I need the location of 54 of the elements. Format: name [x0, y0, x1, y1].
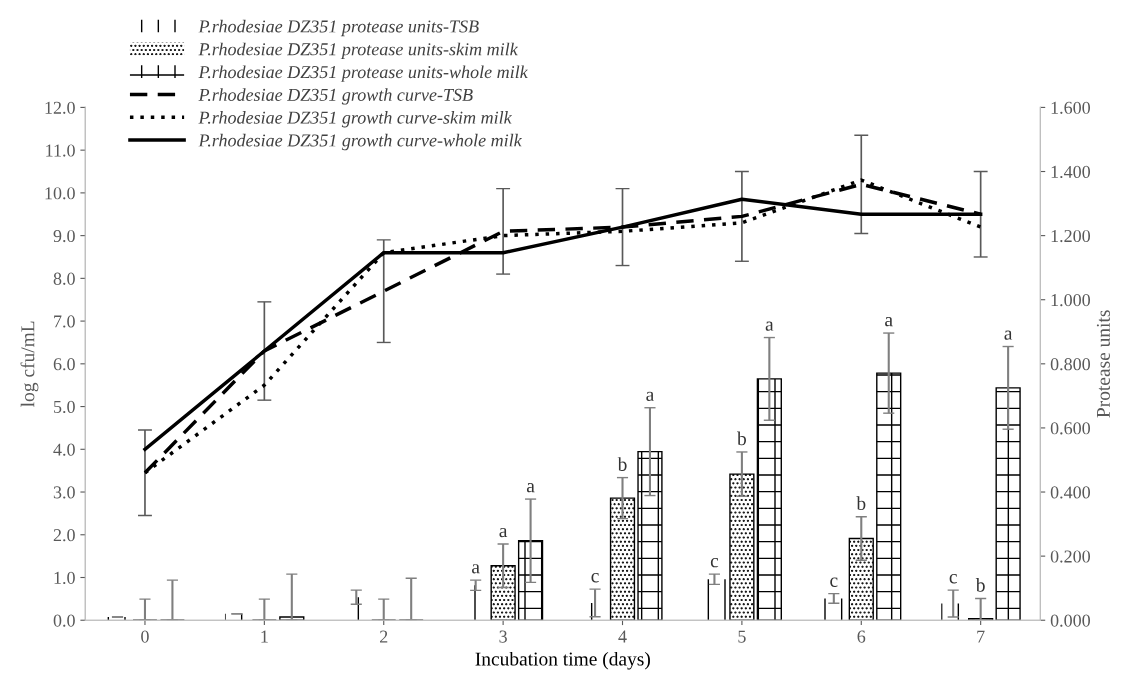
data-label: a	[885, 317, 893, 327]
x-tick-label: 2	[380, 630, 388, 643]
y2-tick-label: 0.000	[1050, 614, 1091, 627]
x-tick-label: 7	[977, 630, 985, 643]
y-tick-label: 10.0	[45, 187, 75, 200]
y2-tick-label: 0.200	[1050, 550, 1091, 563]
y-tick-label: 0.0	[53, 614, 75, 627]
legend-label: P.rhodesiae DZ351 growth curve-skim milk	[198, 111, 512, 128]
legend-label: P.rhodesiae DZ351 protease units-whole milk	[198, 65, 528, 82]
x-tick-label: 6	[857, 630, 866, 643]
data-label: a	[646, 391, 655, 402]
y-tick-label: 11.0	[46, 144, 75, 157]
data-label: c	[830, 577, 838, 587]
data-label: c	[710, 558, 719, 568]
y2-tick-label: 1.400	[1051, 165, 1091, 179]
y-tick-label: 2.0	[53, 529, 75, 542]
data-label: b	[975, 578, 985, 592]
data-label: b	[737, 431, 747, 446]
data-label: a	[765, 321, 774, 331]
data-label: a	[526, 483, 535, 493]
y-tick-label: 6.0	[53, 358, 75, 371]
y-axis-title: log cfu/mL	[20, 321, 39, 407]
y-tick-label: 7.0	[54, 315, 75, 328]
data-label: c	[591, 573, 599, 583]
data-label: b	[856, 496, 866, 510]
y2-tick-label: 1.000	[1051, 293, 1091, 307]
y-tick-label: 1.0	[54, 571, 75, 585]
x-tick-label: 1	[261, 630, 268, 643]
y-tick-label: 12.0	[45, 101, 75, 114]
legend-label: P.rhodesiae DZ351 growth curve-TSB	[198, 88, 473, 105]
x-tick-label: 0	[141, 630, 149, 643]
data-label: a	[1004, 330, 1013, 340]
data-label: a	[499, 527, 508, 538]
y-tick-label: 4.0	[53, 443, 75, 456]
legend-label: P.rhodesiae DZ351 growth curve-whole milk	[198, 133, 522, 151]
x-tick-label: 5	[738, 630, 746, 643]
y2-tick-label: 1.200	[1051, 229, 1091, 243]
y2-tick-label: 0.800	[1050, 358, 1091, 371]
y2-axis-title: Protease units	[1096, 310, 1110, 418]
legend-label: P.rhodesiae DZ351 protease units-skim milk	[198, 42, 518, 59]
legend-label: P.rhodesiae DZ351 protease units-TSB	[198, 19, 479, 37]
y2-tick-label: 0.400	[1050, 486, 1091, 499]
x-tick-label: 3	[499, 630, 507, 643]
y-tick-label: 3.0	[53, 486, 75, 499]
data-label: a	[472, 564, 480, 574]
data-label: b	[617, 457, 627, 471]
y-tick-label: 5.0	[54, 400, 75, 414]
y2-tick-label: 0.600	[1050, 422, 1091, 435]
y-tick-label: 9.0	[53, 229, 75, 243]
y2-tick-label: 1.600	[1051, 101, 1091, 114]
data-label: c	[949, 574, 957, 584]
y-tick-label: 8.0	[53, 272, 75, 285]
x-axis-title: Incubation time (days)	[475, 651, 650, 670]
x-tick-label: 4	[618, 630, 627, 643]
